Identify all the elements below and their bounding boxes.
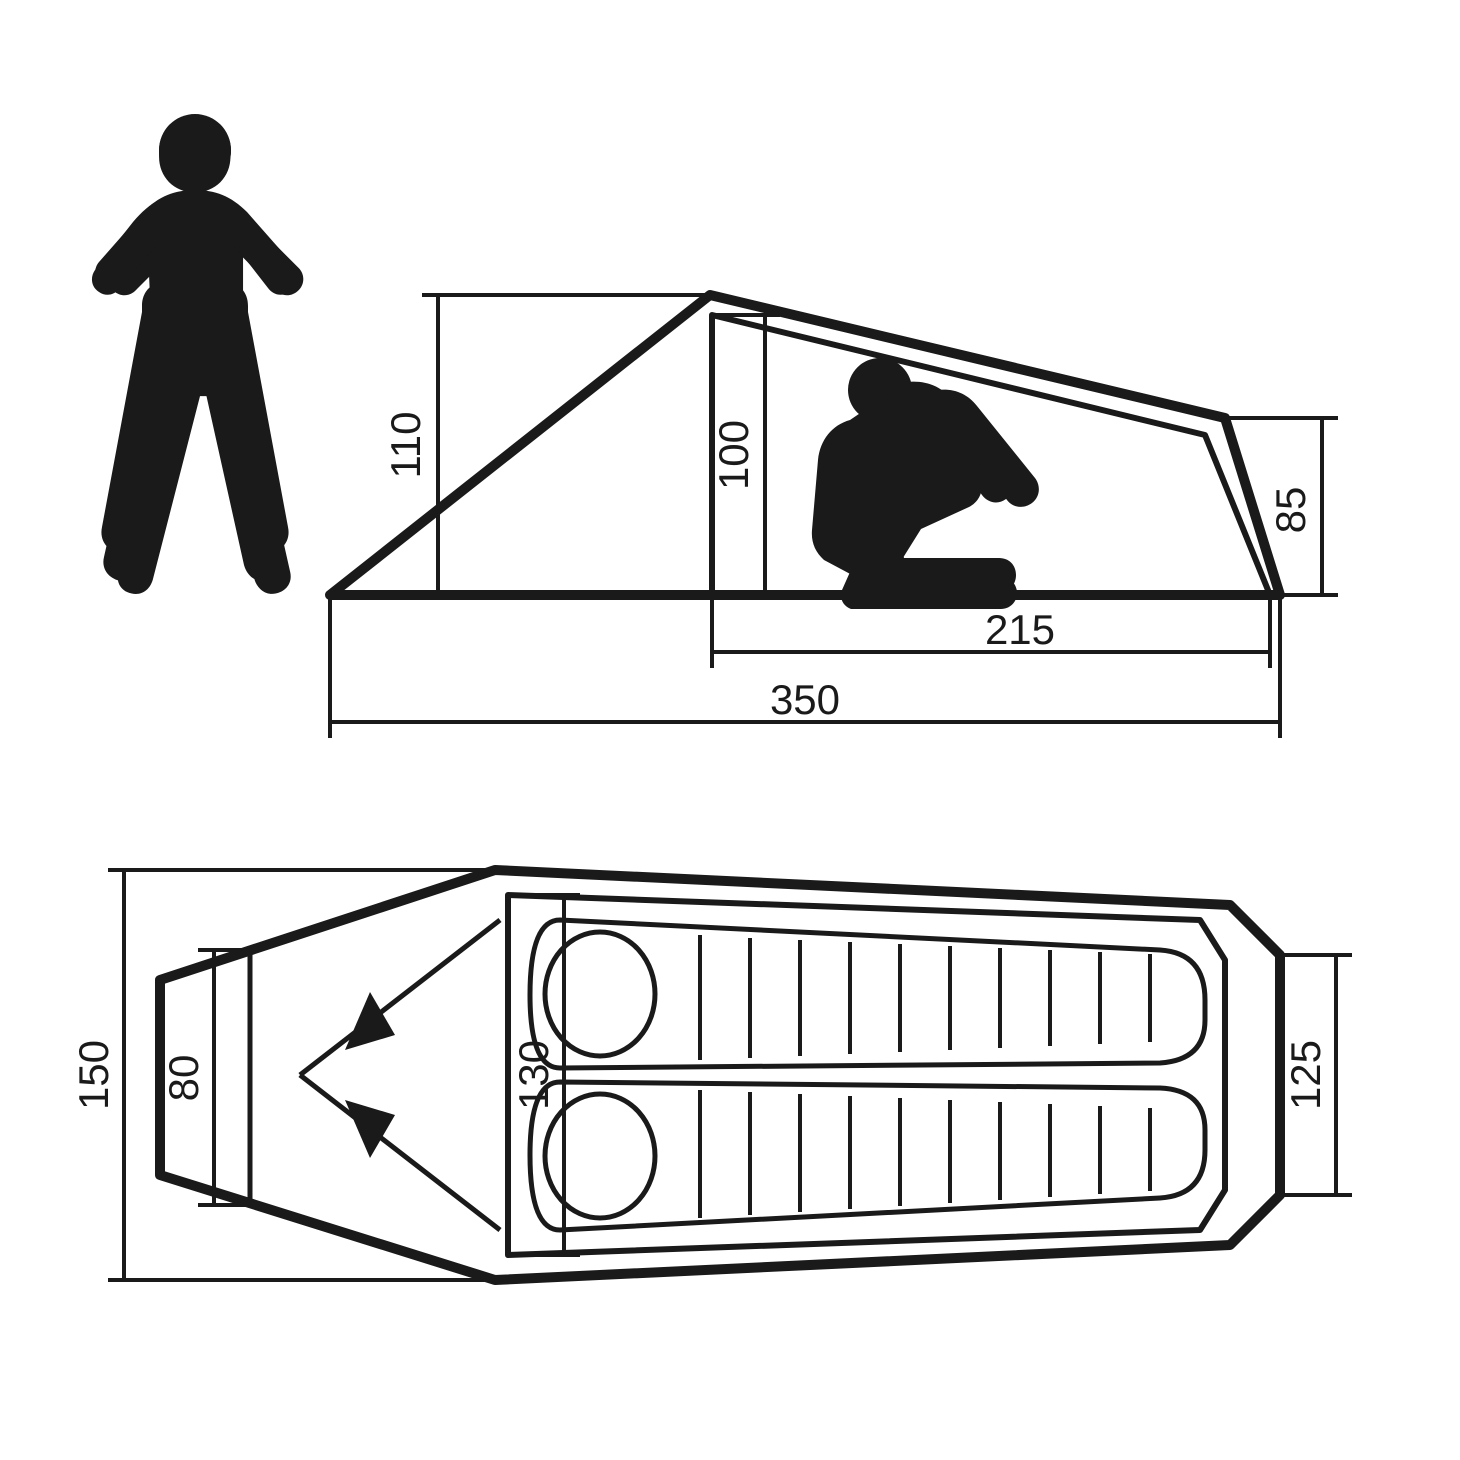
tent-dimension-diagram: 110 100 85 215 350 <box>0 0 1460 1460</box>
dim-height-outer-label: 110 <box>382 412 429 479</box>
dim-height-right-label: 85 <box>1267 487 1314 534</box>
dim-height-inner-label: 100 <box>710 420 757 490</box>
dim-outer-width-label: 150 <box>70 1040 117 1110</box>
dim-inner-width-label: 130 <box>510 1040 557 1110</box>
dim-height-outer <box>422 295 710 595</box>
dim-outer-length-label: 350 <box>770 676 840 723</box>
sitting-person-icon <box>812 358 1039 609</box>
dim-right-width-label: 125 <box>1282 1040 1329 1110</box>
dim-inner-length-label: 215 <box>985 606 1055 653</box>
door-arrows-icon <box>300 920 500 1230</box>
standing-person-icon <box>92 114 303 594</box>
tent-top-outer <box>160 870 1280 1280</box>
dim-vestibule-width-label: 80 <box>160 1055 207 1102</box>
sleeping-bag-bottom <box>530 1082 1205 1230</box>
sleeping-bag-top <box>530 920 1205 1068</box>
